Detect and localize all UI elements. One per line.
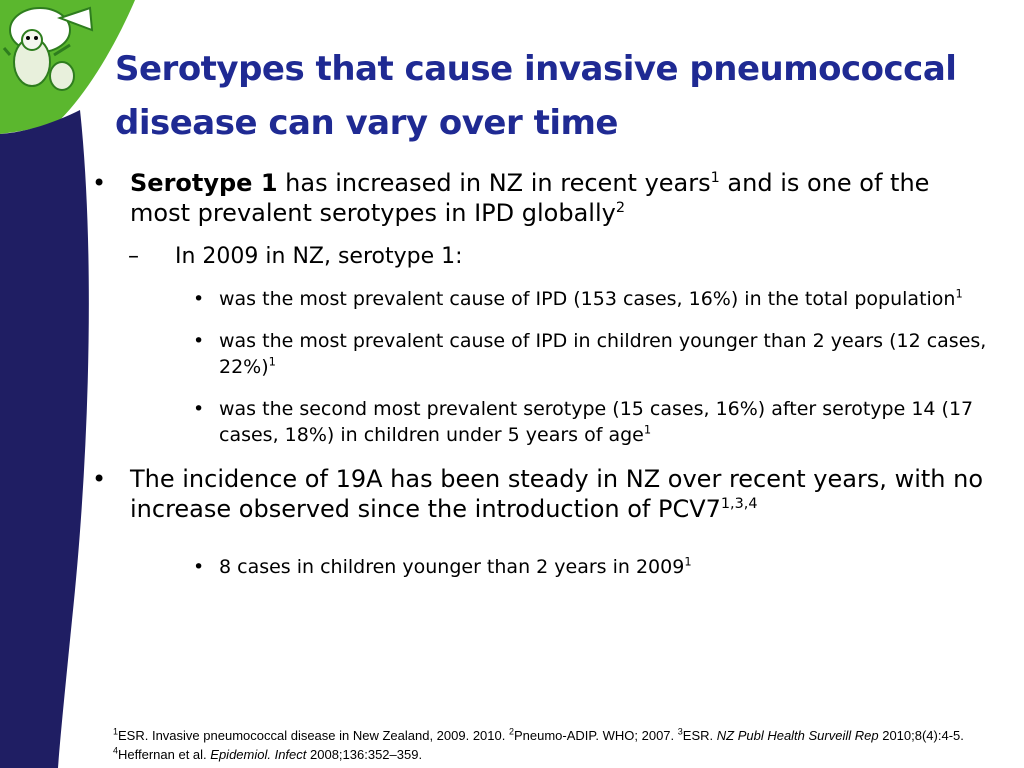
slide-title: Serotypes that cause invasive pneumococc…	[115, 49, 957, 143]
spacer	[90, 538, 990, 554]
sub-bullet-2009: – In 2009 in NZ, serotype 1:	[90, 242, 990, 272]
bullet-mark: •	[193, 288, 205, 310]
reference-number: 2	[508, 726, 514, 737]
sub-bullet-text: In 2009 in NZ, serotype 1:	[175, 244, 463, 269]
dash-mark: –	[128, 244, 139, 269]
list-item: • was the most prevalent cause of IPD (1…	[90, 286, 990, 312]
bullet-mark: •	[193, 398, 205, 420]
reference-text: ESR.	[682, 728, 717, 743]
list-item-text: was the most prevalent cause of IPD in c…	[219, 330, 987, 378]
bullet-mark: •	[92, 465, 107, 493]
slide-body: • Serotype 1 has increased in NZ in rece…	[90, 168, 990, 596]
citation-ref: 1,3,4	[720, 496, 758, 512]
bullet-mark: •	[92, 169, 107, 197]
list-item: • was the second most prevalent serotype…	[90, 396, 990, 448]
bullet-serotype-1: • Serotype 1 has increased in NZ in rece…	[90, 168, 990, 228]
mascot-logo-icon	[2, 6, 94, 91]
bullet-mark: •	[193, 556, 205, 578]
reference-text: 2008;136:352–359.	[306, 747, 423, 762]
citation-ref: 1	[684, 554, 692, 569]
bullet-text-continued: and is one of the most prevalent serotyp…	[130, 169, 930, 227]
citation-ref: 1	[710, 170, 720, 186]
reference-text: ESR. Invasive pneumococcal disease in Ne…	[118, 728, 509, 743]
bullet-bold-lead: Serotype 1	[130, 169, 278, 197]
references-footnote: 1ESR. Invasive pneumococcal disease in N…	[113, 726, 1013, 764]
citation-ref: 1	[643, 422, 652, 437]
reference-text: Pneumo-ADIP. WHO; 2007.	[513, 728, 678, 743]
list-item: • was the most prevalent cause of IPD in…	[90, 328, 990, 380]
reference-number: 1	[113, 726, 119, 737]
bullet-text: has increased in NZ in recent years	[277, 169, 711, 197]
journal-name: Epidemiol. Infect	[210, 747, 307, 762]
list-item: • 8 cases in children younger than 2 yea…	[90, 554, 990, 580]
reference-text: 2010;8(4):4-5.	[878, 728, 964, 743]
list-item-text: was the most prevalent cause of IPD (153…	[219, 288, 956, 310]
citation-ref: 1	[268, 354, 276, 369]
reference-number: 4	[113, 745, 119, 756]
reference-number: 3	[677, 726, 683, 737]
citation-ref: 1	[955, 286, 963, 301]
bullet-19a: • The incidence of 19A has been steady i…	[90, 464, 990, 524]
bullet-mark: •	[193, 330, 205, 352]
reference-text: Heffernan et al.	[118, 747, 211, 762]
navy-band	[0, 110, 89, 768]
list-item-text: 8 cases in children younger than 2 years…	[219, 556, 685, 578]
list-item-text: was the second most prevalent serotype (…	[219, 398, 974, 446]
bullet-text: The incidence of 19A has been steady in …	[130, 465, 984, 523]
citation-ref: 2	[615, 200, 625, 216]
journal-name: NZ Publ Health Surveill Rep	[716, 728, 879, 743]
